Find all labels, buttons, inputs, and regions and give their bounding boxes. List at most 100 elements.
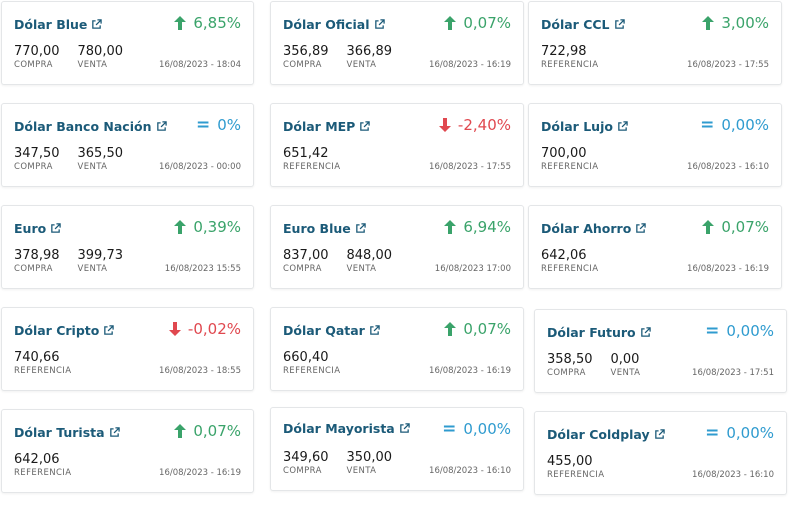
value-label: VENTA: [77, 60, 108, 70]
value-venta: 366,89: [346, 44, 393, 59]
arrow-up-icon: [174, 16, 187, 30]
value-venta: 350,00: [346, 450, 393, 465]
value-compra: 358,50: [547, 352, 593, 367]
arrow-down-icon: [168, 322, 181, 336]
timestamp: 16/08/2023 - 16:10: [429, 466, 511, 476]
card-title-link[interactable]: Dólar Futuro: [547, 325, 651, 340]
timestamp: 16/08/2023 - 18:55: [159, 366, 241, 376]
value-venta: 780,00: [77, 44, 124, 59]
variation: 0,39%: [174, 218, 241, 236]
equals-icon: =: [700, 114, 715, 135]
equals-icon: =: [442, 418, 457, 439]
card-title-link[interactable]: Dólar Mayorista: [283, 421, 410, 436]
card-dolar-oficial: Dólar Oficial 0,07% 356,89 COMPRA 366,89 VE…: [270, 1, 524, 85]
external-link-icon: [156, 121, 167, 131]
card-title-link[interactable]: Dólar CCL: [541, 17, 625, 32]
card-dolar-qatar: Dólar Qatar 0,07% 660,40 REFERENCIA 16/08…: [270, 307, 524, 391]
value-label: COMPRA: [283, 264, 322, 274]
timestamp: 16/08/2023 - 17:51: [692, 368, 774, 378]
value-label: COMPRA: [14, 60, 53, 70]
external-link-icon: [51, 223, 61, 233]
timestamp: 16/08/2023 17:00: [434, 264, 511, 274]
card-title-link[interactable]: Dólar Lujo: [541, 119, 628, 134]
arrow-up-icon: [444, 220, 457, 234]
card-title-link[interactable]: Dólar Blue: [14, 17, 103, 32]
card-dolar-blue: Dólar Blue 6,85% 770,00 COMPRA 780,00 VENTA…: [1, 1, 254, 85]
card-dolar-coldplay: Dólar Coldplay = 0,00% 455,00 REFERENCIA 1…: [534, 411, 787, 495]
variation: 6,94%: [444, 218, 511, 236]
card-euro: Euro 0,39% 378,98 COMPRA 399,73 VENTA 16/08…: [1, 205, 254, 289]
card-dolar-mayorista: Dólar Mayorista = 0,00% 349,60 COMPRA 350,0…: [270, 407, 524, 491]
external-link-icon: [654, 429, 665, 439]
value-compra: 347,50: [14, 146, 60, 161]
value-label: VENTA: [346, 466, 377, 476]
value-referencia: 700,00: [541, 146, 587, 161]
value-venta: 0,00: [610, 352, 640, 367]
value-referencia: 651,42: [283, 146, 329, 161]
variation: -2,40%: [438, 116, 511, 134]
value-compra: 349,60: [283, 450, 329, 465]
variation: 6,85%: [174, 14, 241, 32]
value-referencia: 660,40: [283, 350, 329, 365]
value-label: COMPRA: [283, 60, 322, 70]
value-label: COMPRA: [283, 466, 322, 476]
external-link-icon: [374, 19, 385, 29]
value-label: REFERENCIA: [283, 162, 341, 172]
variation: = 0,00%: [442, 418, 511, 439]
variation: = 0,00%: [700, 114, 769, 135]
timestamp: 16/08/2023 - 16:19: [687, 264, 769, 274]
variation: 0,07%: [444, 14, 511, 32]
value-label: REFERENCIA: [541, 60, 599, 70]
value-label: REFERENCIA: [541, 162, 599, 172]
external-link-icon: [370, 325, 380, 335]
card-title-link[interactable]: Dólar Ahorro: [541, 221, 647, 236]
card-title-link[interactable]: Euro Blue: [283, 221, 366, 236]
timestamp: 16/08/2023 - 16:19: [429, 366, 511, 376]
value-label: REFERENCIA: [541, 264, 599, 274]
value-label: VENTA: [346, 264, 377, 274]
variation: = 0,00%: [705, 422, 774, 443]
card-title-link[interactable]: Dólar Cripto: [14, 323, 115, 338]
value-label: REFERENCIA: [547, 470, 605, 480]
external-link-icon: [640, 327, 651, 337]
external-link-icon: [109, 427, 120, 437]
arrow-up-icon: [174, 424, 187, 438]
value-label: COMPRA: [547, 368, 586, 378]
card-title-link[interactable]: Dólar Qatar: [283, 323, 380, 338]
timestamp: 16/08/2023 - 16:19: [429, 60, 511, 70]
timestamp: 16/08/2023 - 18:04: [159, 60, 241, 70]
variation: 0,07%: [444, 320, 511, 338]
arrow-down-icon: [438, 118, 451, 132]
card-title-link[interactable]: Dólar Coldplay: [547, 427, 665, 442]
value-label: REFERENCIA: [283, 366, 341, 376]
timestamp: 16/08/2023 - 17:55: [687, 60, 769, 70]
value-referencia: 455,00: [547, 454, 593, 469]
external-link-icon: [399, 423, 410, 433]
timestamp: 16/08/2023 15:55: [164, 264, 241, 274]
arrow-up-icon: [174, 220, 187, 234]
external-link-icon: [355, 223, 366, 233]
card-title-link[interactable]: Dólar Oficial: [283, 17, 385, 32]
value-label: VENTA: [77, 264, 108, 274]
card-title-link[interactable]: Dólar Turista: [14, 425, 120, 440]
value-referencia: 642,06: [541, 248, 587, 263]
variation: = 0,00%: [705, 320, 774, 341]
card-dolar-ccl: Dólar CCL 3,00% 722,98 REFERENCIA 16/08/2…: [528, 1, 782, 85]
variation: -0,02%: [168, 320, 241, 338]
value-referencia: 722,98: [541, 44, 587, 59]
arrow-up-icon: [444, 16, 457, 30]
external-link-icon: [92, 19, 103, 29]
external-link-icon: [636, 223, 647, 233]
arrow-up-icon: [702, 16, 715, 30]
value-label: REFERENCIA: [14, 366, 72, 376]
card-title-link[interactable]: Euro: [14, 221, 61, 236]
variation: 3,00%: [702, 14, 769, 32]
card-title-link[interactable]: Dólar Banco Nación: [14, 119, 167, 134]
arrow-up-icon: [444, 322, 457, 336]
value-compra: 837,00: [283, 248, 329, 263]
external-link-icon: [104, 325, 115, 335]
card-title-link[interactable]: Dólar MEP: [283, 119, 371, 134]
variation: = 0%: [195, 114, 241, 135]
card-dolar-mep: Dólar MEP -2,40% 651,42 REFERENCIA 16/08/…: [270, 103, 524, 187]
equals-icon: =: [195, 114, 211, 135]
